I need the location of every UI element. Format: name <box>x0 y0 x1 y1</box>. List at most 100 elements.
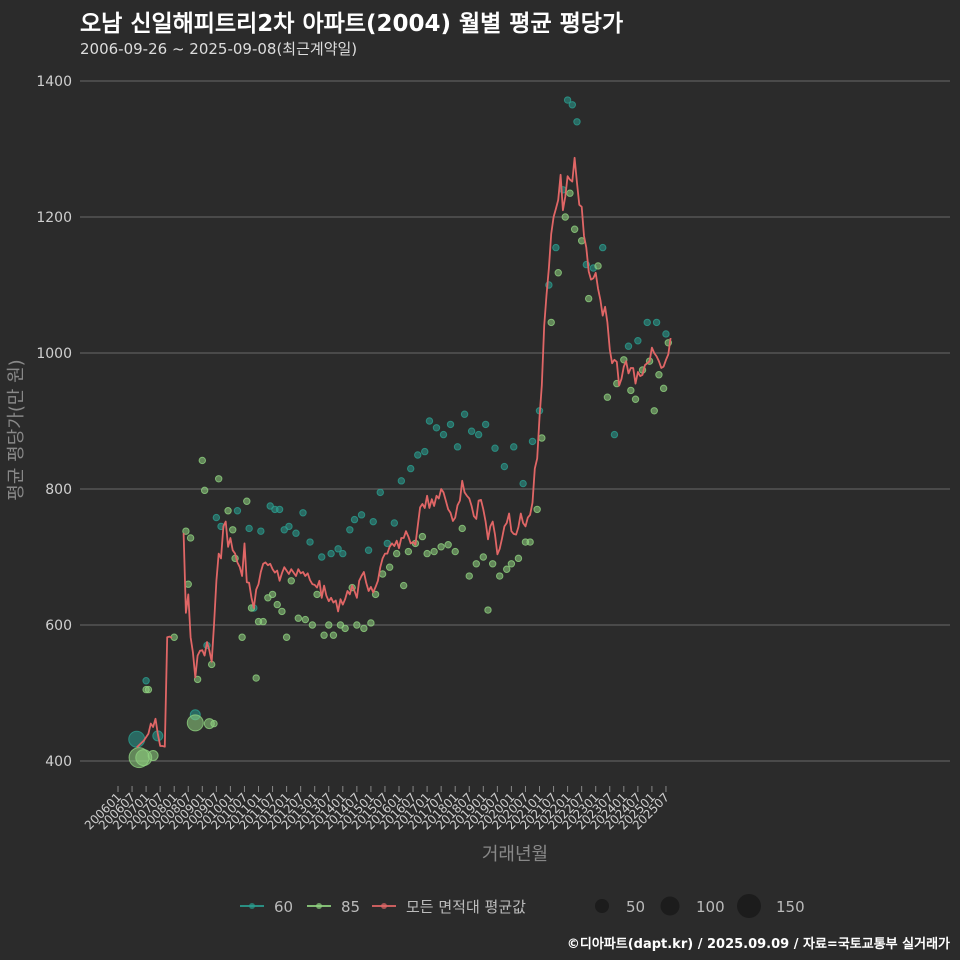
point-85 <box>423 549 431 558</box>
point-85 <box>198 456 207 465</box>
point-60 <box>292 529 300 537</box>
point-60 <box>519 479 527 488</box>
point-85 <box>554 269 562 277</box>
point-85 <box>214 475 223 483</box>
point-60 <box>306 538 314 546</box>
point-60 <box>481 420 490 429</box>
point-60 <box>500 462 509 471</box>
point-60 <box>350 515 359 524</box>
point-85 <box>627 386 635 395</box>
point-85 <box>325 621 333 629</box>
point-85 <box>514 554 523 563</box>
point-60 <box>357 511 366 519</box>
y-axis-label: 평균 평당가(만 원) <box>6 359 27 500</box>
y-tick-label: 1400 <box>36 74 72 90</box>
chart-subtitle: 2006-09-26 ~ 2025-09-08(최근계약일) <box>80 40 358 58</box>
point-85 <box>360 624 368 633</box>
point-85 <box>392 549 401 558</box>
point-85 <box>329 631 338 639</box>
point-60 <box>285 522 293 531</box>
point-60 <box>233 507 242 515</box>
point-85 <box>186 714 204 732</box>
point-60 <box>212 513 221 522</box>
point-60 <box>339 549 347 558</box>
x-axis-ticks: 2006012006072007012007072008012008072009… <box>82 786 672 833</box>
y-tick-label: 1000 <box>36 346 72 362</box>
point-85 <box>437 543 445 551</box>
point-60 <box>446 420 455 429</box>
chart-title: 오남 신일해피트리2차 아파트(2004) 월별 평균 평당가 <box>80 11 624 37</box>
scatter-points <box>128 96 672 769</box>
point-85 <box>584 294 593 303</box>
point-85 <box>243 497 251 505</box>
legend-size-circle <box>660 896 680 916</box>
point-60 <box>346 526 354 534</box>
point-85 <box>238 633 246 641</box>
point-85 <box>570 225 579 233</box>
x-axis-label: 거래년월 <box>482 844 548 865</box>
point-60 <box>142 677 150 685</box>
point-60 <box>425 417 434 425</box>
legend-label: 모든 면적대 평균값 <box>406 898 526 916</box>
point-85 <box>533 505 541 514</box>
point-60 <box>299 509 307 517</box>
point-85 <box>566 189 574 197</box>
point-60 <box>652 318 661 327</box>
point-60 <box>376 488 384 497</box>
y-tick-label: 1200 <box>36 210 72 226</box>
point-60 <box>334 545 342 553</box>
legend-size-circle <box>595 899 609 913</box>
point-60 <box>491 444 499 452</box>
point-60 <box>369 517 377 526</box>
point-60 <box>414 451 422 459</box>
point-85 <box>503 565 511 573</box>
legend-label: 85 <box>341 898 360 916</box>
legend-size-label: 100 <box>696 898 725 916</box>
point-85 <box>147 750 159 762</box>
point-85 <box>495 572 504 580</box>
point-85 <box>472 560 480 568</box>
point-85 <box>353 621 361 629</box>
point-60 <box>245 524 253 533</box>
point-60 <box>662 330 670 338</box>
point-60 <box>467 427 476 435</box>
y-axis-ticks: 400 600 800 1000 1200 1400 <box>36 74 72 770</box>
point-85 <box>507 560 516 568</box>
legend-size-label: 50 <box>626 898 645 916</box>
point-60 <box>563 96 572 104</box>
point-85 <box>458 524 466 533</box>
line-모든 면적대 평균값 <box>136 635 173 749</box>
point-85 <box>210 719 218 728</box>
point-60 <box>453 443 462 451</box>
source-caption: ©디아파트(dapt.kr) / 2025.09.09 / 자료=국토교통부 실… <box>566 937 950 952</box>
point-85 <box>465 572 473 580</box>
point-60 <box>364 546 373 554</box>
point-60 <box>318 553 326 561</box>
y-tick-label: 800 <box>45 482 72 498</box>
point-60 <box>624 342 633 350</box>
legend-swatch-point <box>381 903 387 909</box>
point-60 <box>327 549 335 558</box>
gridlines <box>80 80 950 762</box>
point-85 <box>287 577 295 585</box>
point-85 <box>631 395 640 403</box>
point-85 <box>603 393 612 401</box>
point-85 <box>488 560 497 568</box>
point-85 <box>526 538 534 546</box>
point-60 <box>432 424 441 432</box>
point-60 <box>599 243 607 252</box>
point-85 <box>547 318 555 327</box>
point-85 <box>341 624 349 633</box>
point-85 <box>224 507 232 515</box>
point-85 <box>186 534 195 542</box>
line-모든 면적대 평균값 <box>182 156 672 679</box>
point-60 <box>573 118 581 126</box>
point-60 <box>390 519 399 527</box>
legend-size-label: 150 <box>776 898 805 916</box>
point-60 <box>634 337 642 345</box>
point-85 <box>268 590 277 599</box>
point-85 <box>273 600 281 609</box>
point-60 <box>474 430 483 439</box>
point-85 <box>182 527 190 535</box>
